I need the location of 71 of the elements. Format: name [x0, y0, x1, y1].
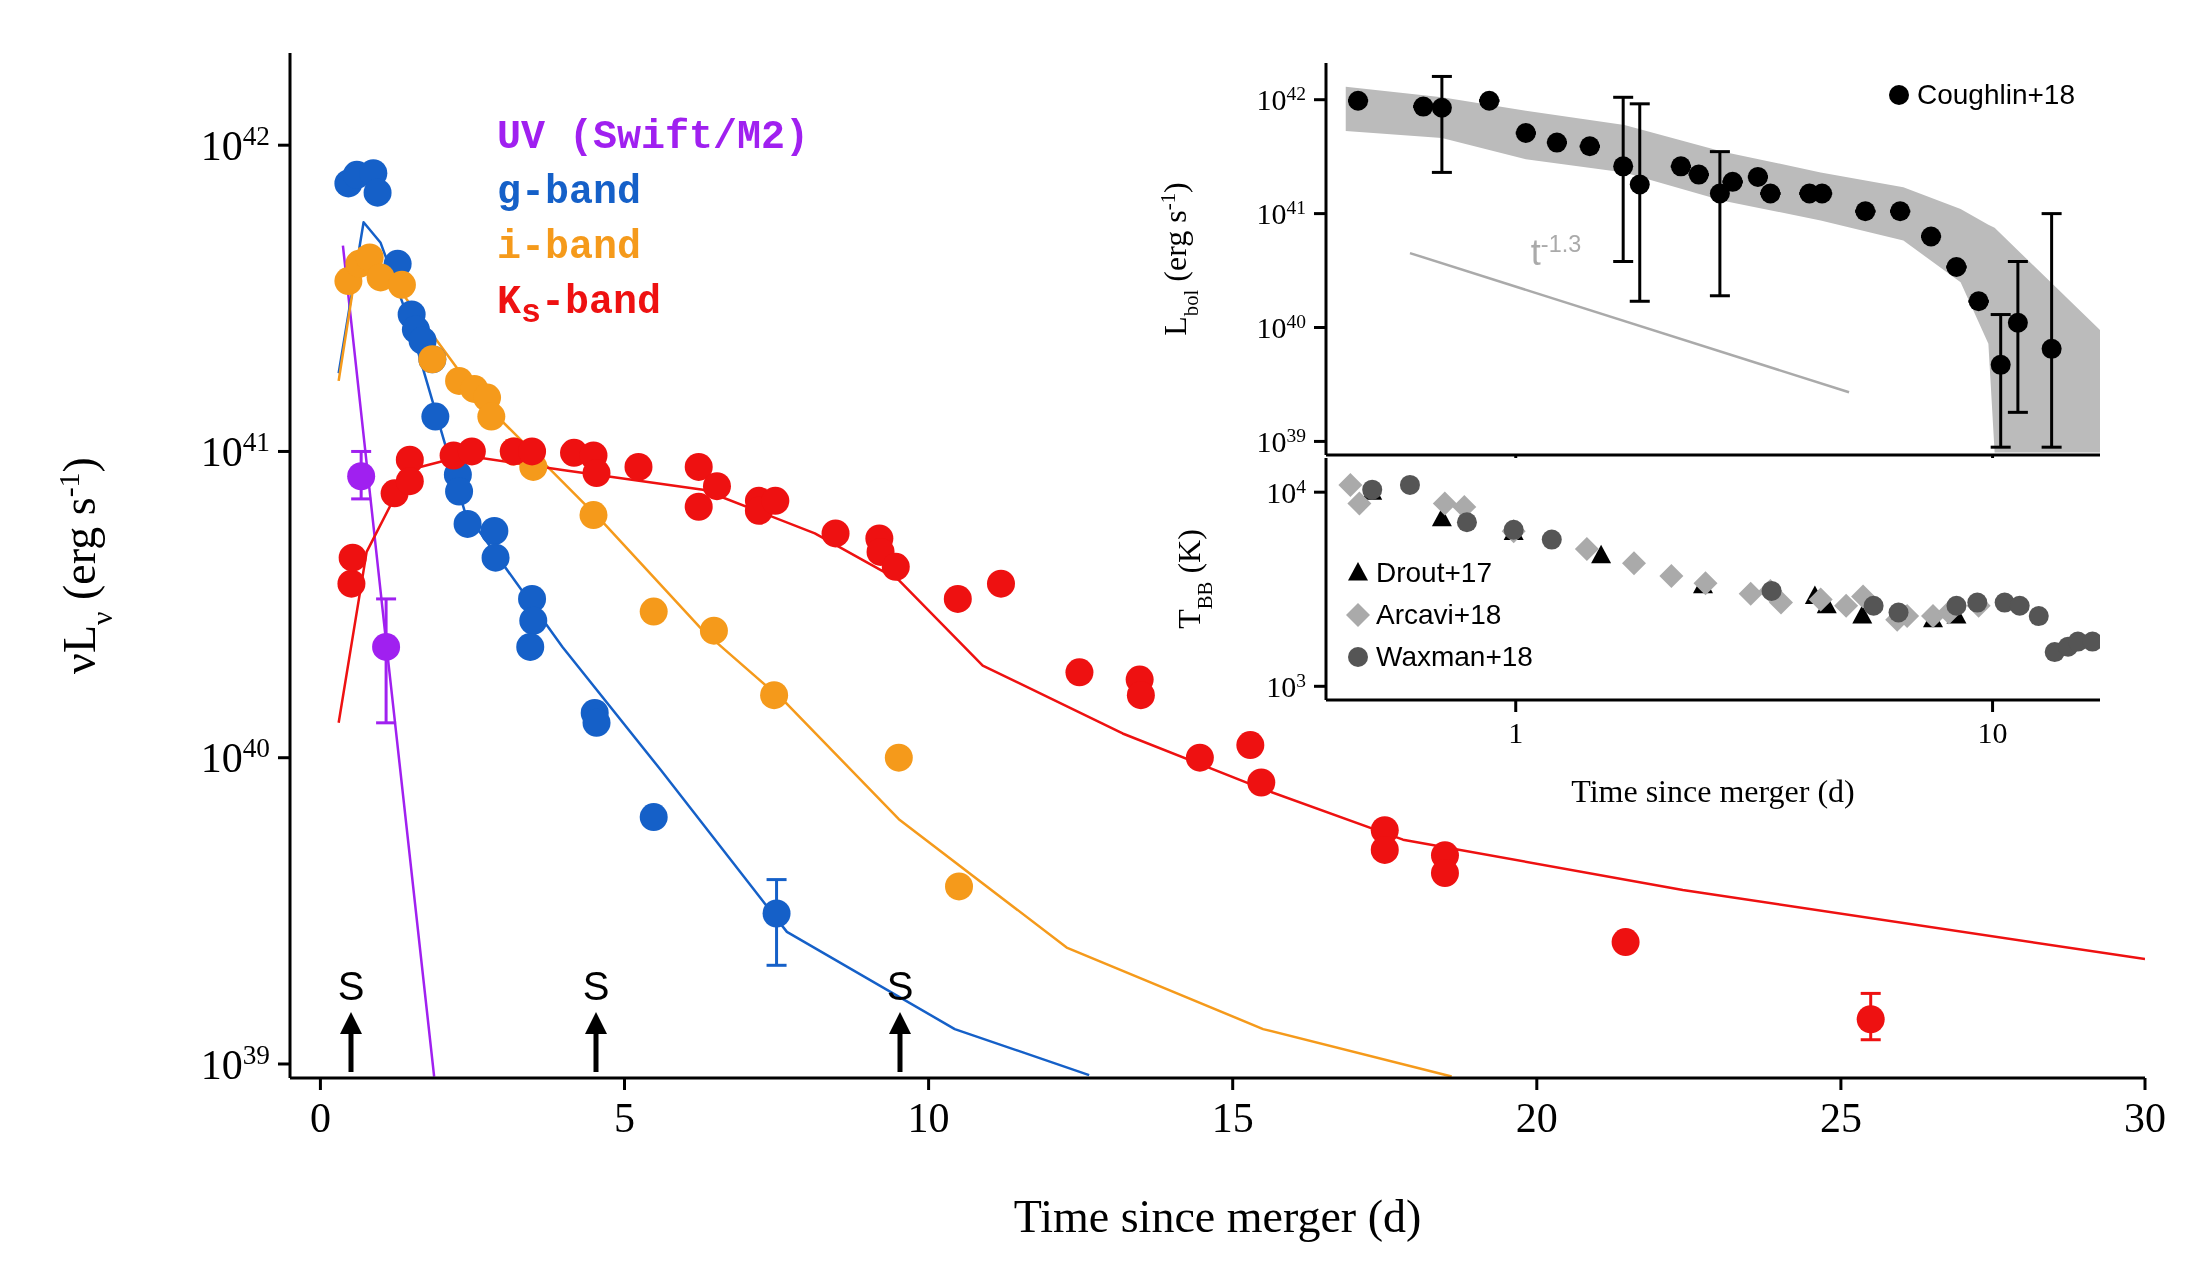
point [363, 178, 392, 207]
point [821, 519, 850, 548]
point [881, 552, 910, 581]
x-tick-label: 25 [1819, 1094, 1862, 1141]
y-tick-label: 10$^{39}$ [1256, 424, 1306, 458]
x-axis-title: Time since merger (d) [1571, 773, 1855, 809]
legend-label: Waxman+18 [1376, 640, 1533, 674]
y-tick-label: 10$^{41}$ [200, 427, 270, 476]
point [945, 872, 974, 901]
point [639, 597, 668, 626]
point [579, 501, 608, 530]
y-tick-label: 10$^{40}$ [200, 733, 270, 782]
legend-label: Coughlin+18 [1916, 78, 2075, 112]
text: K$_{s}$-band [497, 279, 662, 334]
annotation: S [337, 964, 365, 1008]
text: g-band [497, 169, 642, 217]
point [337, 569, 366, 598]
x-tick-label: 10 [1977, 715, 2008, 749]
point [684, 452, 713, 481]
y-tick-label: 10$^{3}$ [1266, 669, 1306, 703]
point [480, 516, 509, 545]
text: i-band [497, 224, 642, 272]
point [702, 472, 731, 501]
point [1856, 1005, 1885, 1034]
point [884, 743, 913, 772]
point [1611, 928, 1640, 957]
point [421, 402, 450, 431]
point [477, 402, 506, 431]
point [943, 584, 972, 613]
point [481, 543, 510, 572]
point [395, 467, 424, 496]
y-tick-label: 10$^{4}$ [1266, 475, 1307, 509]
point [453, 509, 482, 538]
point [372, 632, 401, 661]
y-tick-label: 10$^{42}$ [200, 120, 270, 169]
point [639, 803, 668, 832]
point [1185, 743, 1214, 772]
x-tick-label: 30 [2124, 1094, 2166, 1141]
point [684, 492, 713, 521]
y-tick-label: 10$^{41}$ [1256, 196, 1306, 231]
y-tick-label: 10$^{42}$ [1256, 82, 1306, 117]
x-tick-label: 20 [1515, 1094, 1558, 1141]
point [699, 616, 728, 645]
point [387, 270, 416, 299]
text: UV (Swift/M2) [497, 114, 810, 162]
x-axis-title: Time since merger (d) [1013, 1191, 1422, 1242]
point [582, 459, 611, 488]
point [762, 899, 791, 928]
x-tick-label: 5 [614, 1094, 636, 1141]
point [1236, 731, 1265, 760]
point [519, 606, 548, 635]
annotation: S [582, 964, 610, 1008]
point [624, 452, 653, 481]
point [457, 437, 486, 466]
point [338, 543, 367, 572]
point [986, 569, 1015, 598]
y-tick-label: 10$^{39}$ [200, 1039, 270, 1088]
point [516, 632, 545, 661]
annotation: t$^{-1.3}$ [1530, 231, 1582, 273]
point [1065, 658, 1094, 687]
legend-label: Drout+17 [1376, 556, 1492, 590]
x-tick-label: 1 [1508, 715, 1524, 749]
legend-label: Arcavi+18 [1376, 598, 1502, 632]
y-tick-label: 10$^{40}$ [1256, 310, 1306, 345]
x-tick-label: 15 [1211, 1094, 1254, 1141]
x-tick-label: 10 [907, 1094, 950, 1141]
point [347, 462, 376, 491]
annotation: S [886, 964, 914, 1008]
x-tick-label: 0 [309, 1094, 331, 1141]
point [1247, 768, 1276, 797]
point [760, 681, 789, 710]
